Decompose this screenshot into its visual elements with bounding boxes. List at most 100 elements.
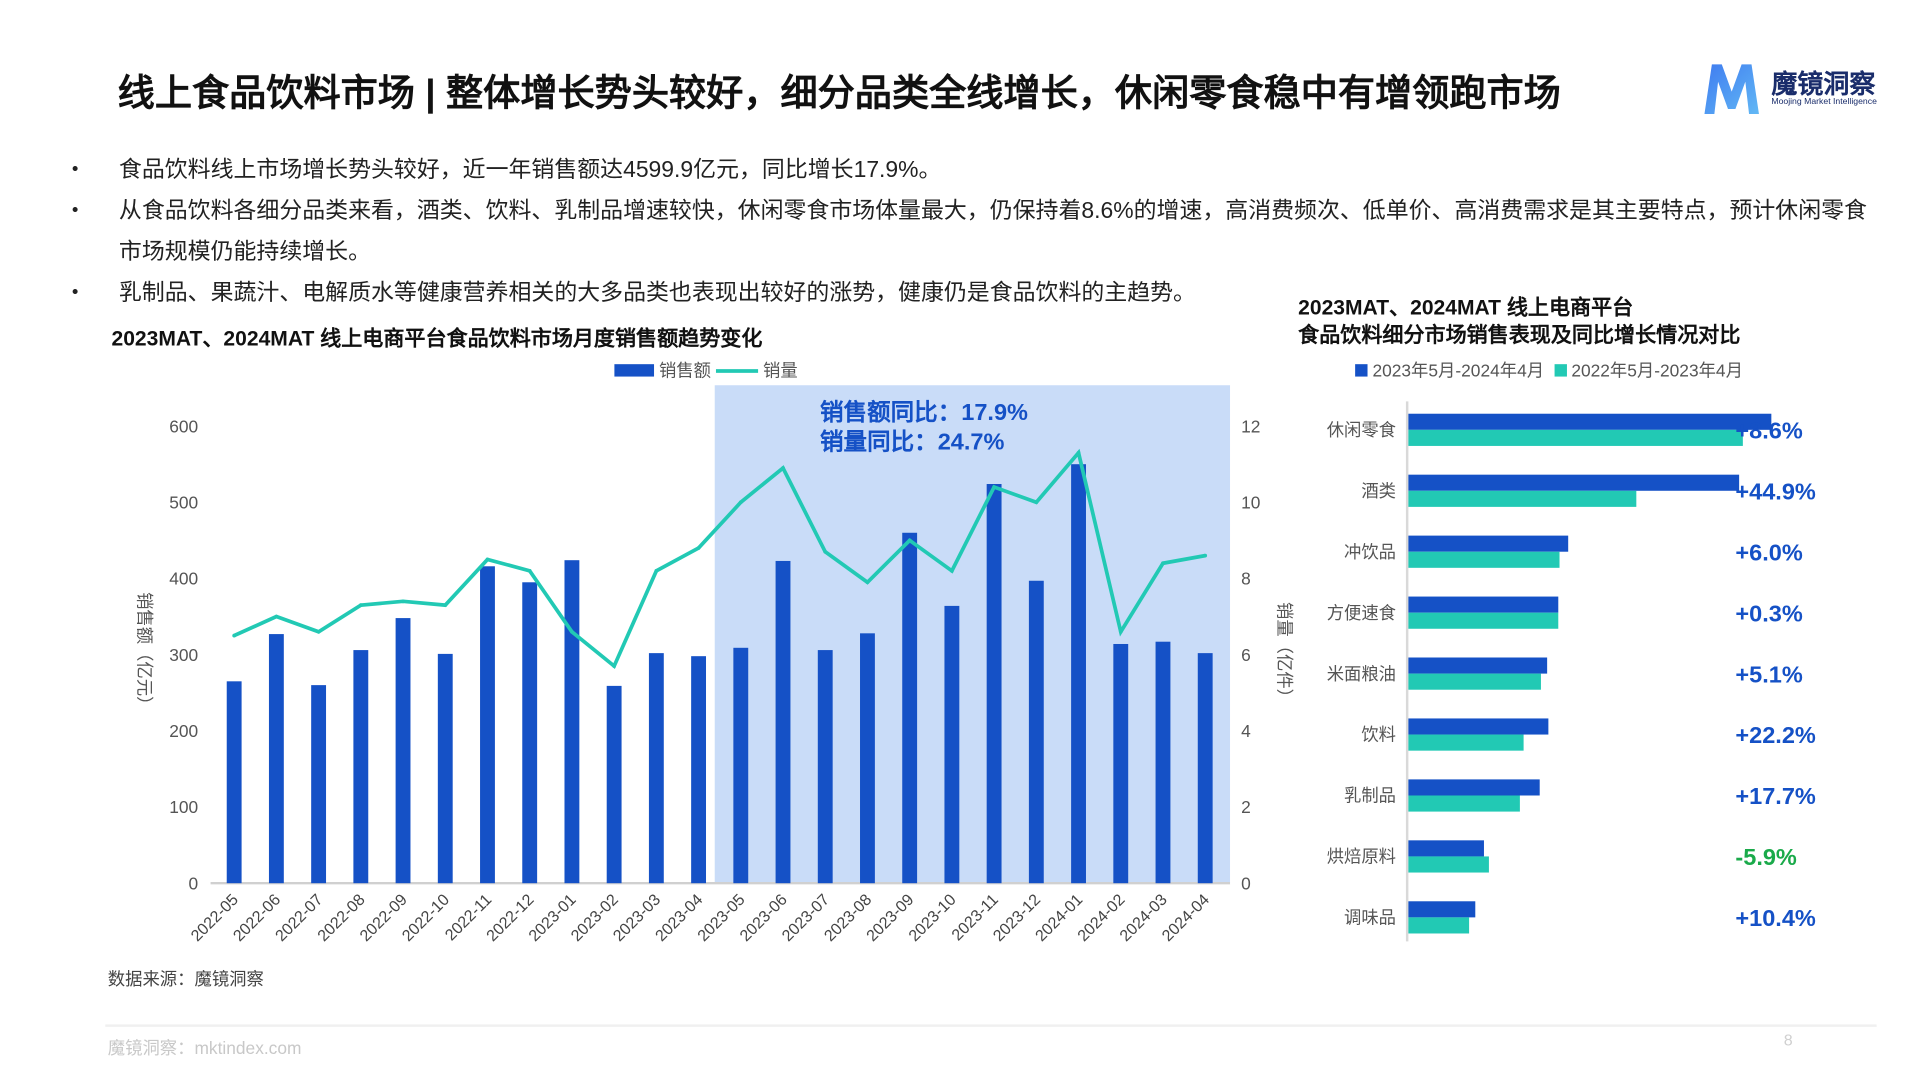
title-line: 2023MAT、2024MAT 线上电商平台 (1298, 296, 1634, 320)
growth-label: +0.3% (1735, 600, 1802, 626)
sales-bar (353, 650, 369, 884)
logo-name: 魔镜洞察 (1771, 70, 1876, 100)
volume-point (274, 614, 279, 619)
legend-label: 2022年5月-2023年4月 (1571, 360, 1743, 381)
sales-bar (480, 566, 495, 884)
growth-label: +44.9% (1735, 478, 1816, 504)
volume-point (865, 580, 870, 585)
legend-swatch (1355, 364, 1368, 377)
legend-bar-swatch (614, 364, 655, 377)
y2-tick-label: 10 (1241, 492, 1260, 512)
x-tick-label: 2022-10 (399, 891, 454, 946)
bullet-item: 从食品饮料各细分品类来看，酒类、饮料、乳制品增速较快，休闲零食市场体量最大，仍保… (72, 190, 1868, 272)
sales-bar (268, 634, 284, 884)
sales-bar (522, 582, 538, 884)
page-number: 8 (1783, 1030, 1793, 1050)
x-tick-label: 2024-04 (1158, 891, 1213, 946)
category-label: 米面粮油 (1327, 664, 1396, 684)
volume-point (992, 485, 996, 489)
volume-point (781, 466, 785, 470)
volume-point (570, 629, 574, 634)
category-label: 酒类 (1361, 481, 1396, 501)
volume-point (1118, 629, 1123, 634)
sales-bar (226, 681, 242, 884)
category-chart-legend: 2023年5月-2024年4月 2022年5月-2023年4月 (1355, 358, 1743, 383)
y-tick-label: 400 (169, 569, 198, 589)
y2-tick-label: 12 (1241, 416, 1260, 436)
category-label: 休闲零食 (1327, 420, 1396, 440)
volume-point (738, 500, 743, 505)
volume-point (485, 557, 490, 562)
volume-point (527, 568, 532, 573)
volume-point (232, 633, 237, 638)
category-chart: 休闲零食 +8.6% 酒类 +44.9% 冲饮品 +6.0% 方便速食 +0.3% 米面粮油 +5… (1327, 401, 1816, 942)
sales-bar (395, 618, 411, 884)
category-label: 饮料 (1361, 725, 1396, 745)
highlight-region (714, 385, 1231, 884)
category-label: 调味品 (1344, 908, 1396, 928)
sales-bar (944, 605, 960, 884)
legend-label: 销量 (763, 360, 798, 381)
trend-chart: 0 100 200 300 400 500 600 0 2 4 6 8 10 12 销售额（亿元） 销量（亿件… (135, 385, 1294, 946)
category-label: 烘焙原料 (1327, 847, 1396, 867)
logo-subtitle: Moojing Market Intelligence (1771, 97, 1877, 107)
sales-bar (817, 650, 833, 884)
legend-label: 2023年5月-2024年4月 (1372, 360, 1545, 381)
volume-yoy-text: 销量同比：24.7% (820, 429, 1005, 456)
current-period-bar (1408, 474, 1740, 491)
volume-point (823, 549, 828, 554)
growth-label: +5.1% (1735, 661, 1802, 687)
trend-chart-legend: 销售额 销量 (614, 358, 798, 383)
current-period-bar (1408, 535, 1569, 552)
current-period-bar (1408, 596, 1559, 613)
volume-point (696, 546, 701, 550)
volume-point (612, 664, 616, 668)
prior-period-bar (1408, 673, 1541, 690)
legend-line-swatch (715, 368, 759, 373)
y-tick-label: 600 (169, 416, 198, 436)
current-period-bar (1408, 779, 1540, 796)
y-axis-label: 销售额（亿元） (135, 592, 155, 713)
y2-tick-label: 6 (1241, 645, 1251, 665)
legend-swatch (1553, 364, 1567, 377)
y2-axis-label: 销量（亿件） (1274, 602, 1294, 706)
current-period-bar (1408, 840, 1484, 857)
sales-bar (1028, 580, 1044, 884)
sales-bar (564, 560, 580, 884)
prior-period-bar (1408, 490, 1637, 507)
volume-point (950, 568, 954, 573)
legend-label: 销售额 (658, 360, 712, 381)
prior-period-bar (1408, 856, 1489, 873)
logo-m-icon (1704, 64, 1759, 114)
growth-label: +17.7% (1735, 783, 1816, 809)
bullet-item: 食品饮料线上市场增长势头较好，近一年销售额达4599.9亿元，同比增长17.9%… (72, 149, 1868, 190)
page-title: 线上食品饮料市场 | 整体增长势头较好，细分品类全线增长，休闲零食稳中有增领跑市… (117, 73, 1561, 114)
category-label: 冲饮品 (1344, 542, 1396, 562)
growth-label: +8.6% (1735, 417, 1802, 443)
growth-label: +22.2% (1735, 722, 1816, 748)
growth-label: -5.9% (1735, 844, 1797, 870)
growth-label: +10.4% (1735, 905, 1816, 931)
y2-tick-label: 8 (1241, 569, 1251, 589)
current-period-bar (1408, 718, 1549, 735)
prior-period-bar (1408, 734, 1524, 751)
sales-yoy-text: 销售额同比：17.9% (820, 400, 1028, 427)
volume-point (316, 629, 321, 634)
sales-bar (1071, 464, 1086, 884)
category-chart-title: 2023MAT、2024MAT 线上电商平台 食品饮料细分市场销售表现及同比增长… (1298, 295, 1740, 350)
prior-period-bar (1408, 429, 1743, 446)
footer-site: 魔镜洞察：mktindex.com (107, 1038, 302, 1058)
trend-chart-title: 2023MAT、2024MAT 线上电商平台食品饮料市场月度销售额趋势变化 (111, 327, 763, 351)
sales-bar (1113, 643, 1129, 884)
y2-tick-label: 4 (1241, 721, 1251, 741)
current-period-bar (1408, 413, 1772, 430)
prior-period-bar (1408, 917, 1470, 934)
yoy-annotation: 销售额同比：17.9% 销量同比：24.7% (820, 399, 1028, 458)
volume-line (233, 448, 1206, 670)
y-tick-label: 0 (189, 873, 199, 893)
y-tick-label: 200 (169, 721, 198, 741)
growth-label: +6.0% (1735, 539, 1802, 565)
volume-point (358, 603, 363, 607)
volume-point (1161, 561, 1165, 566)
